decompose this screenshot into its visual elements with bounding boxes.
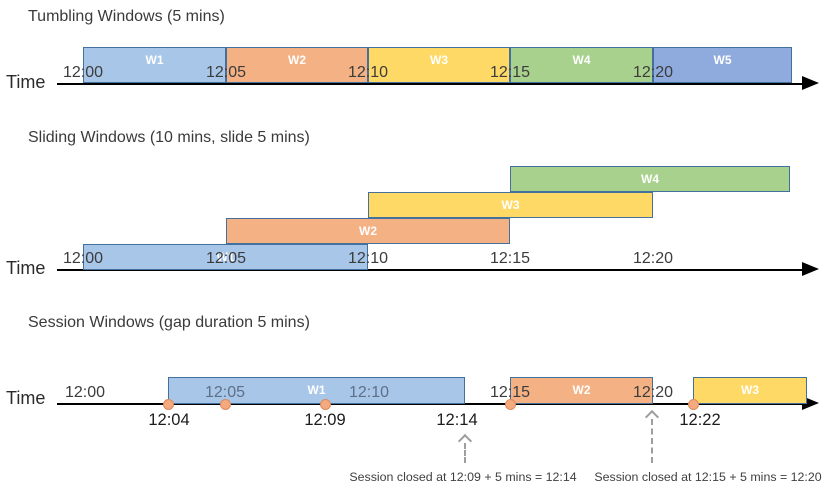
event-time-label: 12:14 [436,411,478,429]
section-title-tumbling: Tumbling Windows (5 mins) [28,8,225,25]
tumbling-tick-label: 12:20 [632,64,674,81]
tumbling-window-w5: W5 [653,47,792,83]
event-dot-icon [319,399,331,410]
session-tick-label: 12:00 [64,384,106,401]
tumbling-tick-label: 12:15 [489,64,531,81]
time-axis-label-tumbling: Time [6,72,46,92]
session-window-w3: W3 [693,377,807,404]
session-timeline-line [57,403,802,405]
session-close-annotation: Session closed at 12:09 + 5 mins = 12:14 [349,470,577,484]
event-dot-icon [687,399,699,410]
time-axis-label-session: Time [6,388,46,408]
window-label: W2 [572,383,591,397]
window-label: W5 [713,53,732,67]
session-tick-label: 12:05 [204,384,246,401]
sliding-tick-label: 12:05 [205,250,247,267]
window-label: W1 [307,383,326,397]
tumbling-window-w1: W1 [83,47,226,83]
time-axis-label-sliding: Time [6,258,46,278]
event-dot-icon [504,399,516,410]
event-dot-icon [219,399,231,410]
session-close-annotation: Session closed at 12:15 + 5 mins = 12:20 [594,470,822,484]
session-window-w2: W2 [510,377,653,404]
window-label: W2 [359,223,377,238]
session-tick-label: 12:10 [348,384,390,401]
section-title-sliding: Sliding Windows (10 mins, slide 5 mins) [28,129,310,146]
session-close-arrow-line [651,419,653,463]
window-label: W4 [641,171,659,186]
event-time-label: 12:22 [679,411,721,429]
sliding-tick-label: 12:15 [489,250,531,267]
window-label: W1 [145,53,164,67]
tumbling-tick-label: 12:00 [62,64,104,81]
sliding-tick-label: 12:20 [632,250,674,267]
window-label: W4 [572,53,591,67]
window-label: W3 [430,53,448,67]
sliding-tick-label: 12:00 [62,250,104,267]
tumbling-arrowhead-right-icon [802,76,819,90]
tumbling-timeline-line [57,83,802,85]
section-title-session: Session Windows (gap duration 5 mins) [28,314,310,331]
sliding-window-w2: W2 [226,218,510,244]
session-close-arrow-line [464,443,466,463]
tumbling-window-w2: W2 [226,47,368,83]
sliding-window-w3: W3 [368,192,653,218]
tumbling-tick-label: 12:05 [205,64,247,81]
event-time-label: 12:09 [304,411,346,429]
event-dot-icon [162,399,174,410]
sliding-window-w1: W1 [83,244,368,270]
tumbling-window-w4: W4 [510,47,653,83]
sliding-timeline-line [57,269,802,271]
tumbling-window-w3: W3 [368,47,510,83]
event-time-label: 12:04 [148,411,190,429]
window-label: W3 [501,197,520,212]
window-label: W3 [741,383,759,397]
tumbling-tick-label: 12:10 [347,64,389,81]
sliding-arrowhead-right-icon [802,262,819,276]
session-window-w1: W1 [168,377,465,404]
sliding-window-w4: W4 [510,166,790,192]
session-tick-label: 12:20 [632,384,674,401]
sliding-tick-label: 12:10 [347,250,389,267]
session-tick-label: 12:15 [489,384,531,401]
window-label: W1 [216,249,235,264]
window-label: W2 [288,53,306,67]
